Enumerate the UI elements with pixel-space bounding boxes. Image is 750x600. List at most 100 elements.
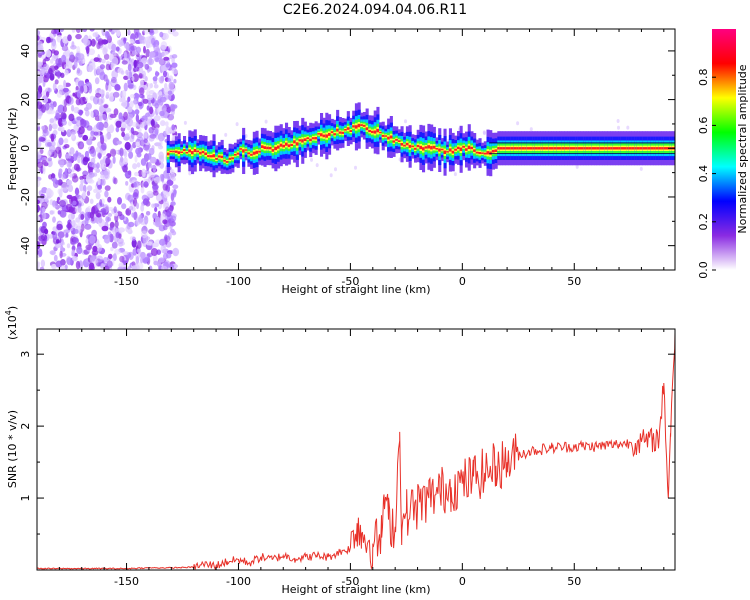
noise-speckle xyxy=(63,144,70,149)
noise-speckle xyxy=(626,125,630,130)
ridge-cell xyxy=(277,145,281,149)
noise-speckle xyxy=(58,168,63,174)
ridge-cell xyxy=(443,150,447,154)
ridge-cell xyxy=(193,149,197,152)
noise-speckle xyxy=(153,80,158,85)
noise-speckle xyxy=(61,119,67,126)
noise-speckle xyxy=(86,125,93,131)
noise-speckle xyxy=(73,58,77,68)
ridge-cell xyxy=(457,146,461,150)
ridge-cell xyxy=(572,147,576,150)
noise-speckle xyxy=(55,260,63,268)
y-tick-label: 2 xyxy=(19,423,32,430)
ridge-cell xyxy=(317,133,321,135)
ridge-cell xyxy=(247,152,251,155)
noise-speckle xyxy=(161,51,165,57)
snr-x-axis-title: Height of straight line (km) xyxy=(281,583,430,596)
ridge-cell xyxy=(225,161,229,163)
noise-speckle xyxy=(137,101,143,107)
svg-text:(x104): (x104) xyxy=(4,306,19,340)
noise-speckle xyxy=(62,36,69,44)
x-tick-label: -100 xyxy=(226,575,251,588)
ridge-cell xyxy=(462,145,466,148)
ridge-cell xyxy=(435,148,439,150)
noise-speckle xyxy=(67,222,71,231)
noise-speckle xyxy=(138,87,145,95)
noise-speckle xyxy=(48,123,53,132)
noise-speckle xyxy=(82,29,88,32)
noise-speckle xyxy=(83,84,88,93)
noise-speckle xyxy=(163,235,171,243)
noise-speckle xyxy=(95,192,101,200)
noise-speckle xyxy=(149,106,154,115)
noise-speckle xyxy=(55,146,62,154)
noise-speckle xyxy=(159,96,167,103)
noise-speckle xyxy=(41,54,46,60)
noise-speckle xyxy=(147,176,152,183)
noise-speckle xyxy=(134,155,138,163)
ridge-cell xyxy=(596,147,600,150)
noise-speckle xyxy=(88,48,96,56)
ridge-cell xyxy=(397,140,401,142)
noise-speckle xyxy=(75,86,79,91)
noise-speckle xyxy=(51,29,57,35)
noise-speckle xyxy=(40,259,45,267)
noise-speckle xyxy=(166,77,172,83)
noise-speckle xyxy=(127,170,132,175)
noise-speckle xyxy=(159,238,166,246)
noise-speckle xyxy=(80,179,84,185)
colorbar-tick-label: 0.6 xyxy=(697,117,710,134)
ridge-cell xyxy=(309,138,313,142)
ridge-cell xyxy=(260,145,264,148)
noise-speckle xyxy=(37,140,42,148)
ridge-cell xyxy=(599,147,603,150)
noise-speckle xyxy=(145,241,153,246)
noise-speckle xyxy=(57,179,63,186)
snr-multiplier: (x104) xyxy=(4,306,19,340)
noise-speckle xyxy=(131,212,135,218)
noise-speckle xyxy=(100,208,107,214)
ridge-cell xyxy=(298,139,302,142)
ridge-cell xyxy=(368,129,372,133)
spectrogram-panel: -150 -100 -50 0 50 -40 -20 0 20 40 Height of str… xyxy=(6,28,676,296)
noise-speckle xyxy=(96,122,103,131)
noise-speckle xyxy=(60,72,65,79)
ridge-cell xyxy=(239,148,243,150)
noise-speckle xyxy=(37,161,44,168)
ridge-cell xyxy=(424,146,428,149)
ridge-cell xyxy=(172,150,176,153)
noise-speckle xyxy=(135,114,140,123)
ridge-cell xyxy=(467,145,471,149)
noise-speckle xyxy=(75,150,79,157)
snr-multiplier-exponent: 4 xyxy=(4,310,13,315)
noise-speckle xyxy=(67,168,72,173)
noise-speckle xyxy=(162,219,168,225)
noise-speckle xyxy=(105,91,110,98)
noise-speckle xyxy=(92,245,98,253)
noise-speckle xyxy=(84,150,89,159)
noise-speckle xyxy=(148,171,156,178)
ridge-cell xyxy=(419,145,423,150)
noise-speckle xyxy=(141,181,145,188)
noise-speckle xyxy=(71,175,79,183)
snr-panel: -150 -100 -50 0 50 1 2 3 Height of straight li… xyxy=(4,306,676,596)
noise-speckle xyxy=(44,102,50,111)
noise-speckle xyxy=(97,152,103,159)
noise-speckle xyxy=(87,65,94,73)
ridge-cell xyxy=(199,151,203,155)
noise-speckle xyxy=(133,98,137,106)
noise-speckle xyxy=(57,104,65,114)
ridge-cell xyxy=(405,142,409,146)
ridge-cell xyxy=(389,135,393,139)
noise-speckle xyxy=(97,68,101,75)
ridge-cell xyxy=(325,134,329,138)
noise-speckle xyxy=(65,153,70,159)
noise-speckle xyxy=(40,165,44,174)
noise-speckle xyxy=(121,60,128,65)
noise-speckle xyxy=(143,138,148,144)
noise-speckle xyxy=(85,109,90,117)
ridge-cell xyxy=(341,131,345,134)
noise-speckle xyxy=(50,41,57,51)
noise-speckle xyxy=(76,46,81,55)
